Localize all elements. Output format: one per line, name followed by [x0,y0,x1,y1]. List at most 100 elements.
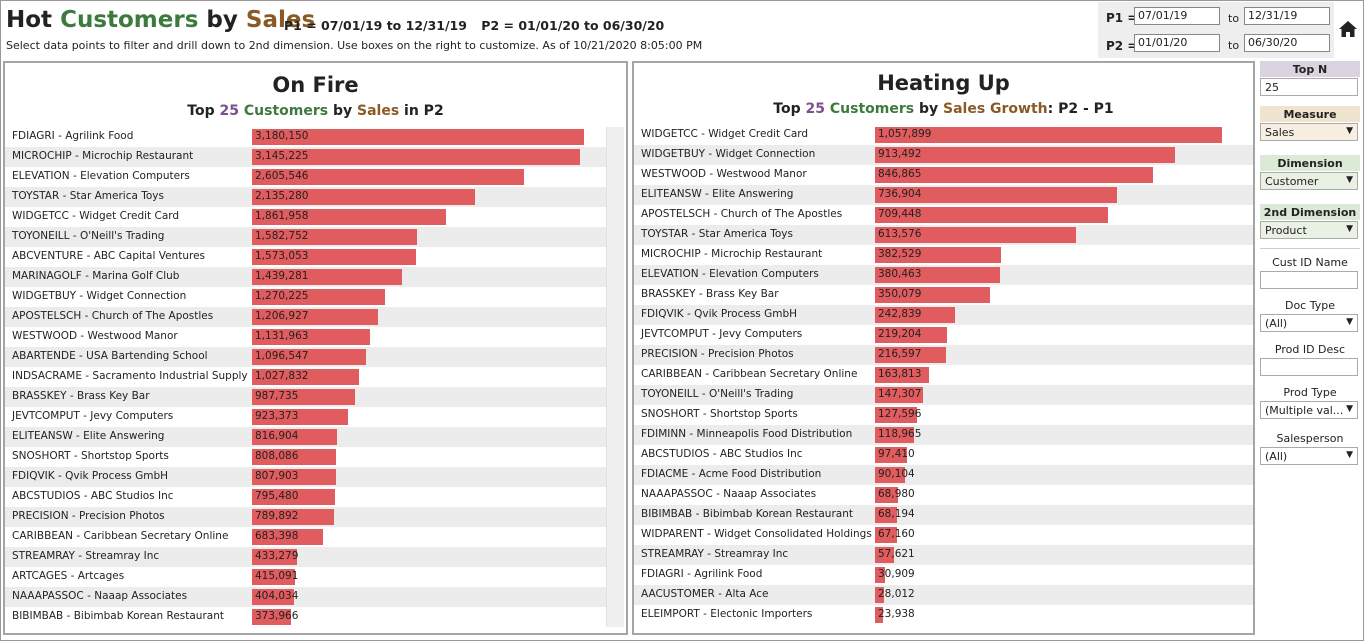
dim2-select[interactable]: Product ▼ [1260,221,1358,239]
bar[interactable] [252,549,298,565]
bar[interactable] [875,407,917,423]
bar-row[interactable]: APOSTELSCH - Church of The Apostles 1,206… [5,307,606,327]
prodid-input[interactable] [1260,358,1358,376]
bar-row[interactable]: BIBIMBAB - Bibimbab Korean Restaurant 68,… [634,505,1253,525]
bar-row[interactable]: AACUSTOMER - Alta Ace 28,012 [634,585,1253,605]
bar[interactable] [875,447,907,463]
bar[interactable] [875,247,1001,263]
bar[interactable] [252,609,292,625]
bar[interactable] [875,387,924,403]
prodtype-select[interactable]: (Multiple val... ▼ [1260,401,1358,419]
bar[interactable] [875,367,929,383]
bar[interactable] [252,509,335,525]
bar-row[interactable]: ELITEANSW - Elite Answering 736,904 [634,185,1253,205]
bar-row[interactable]: ELEVATION - Elevation Computers 2,605,546 [5,167,606,187]
bar-row[interactable]: SNOSHORT - Shortstop Sports 127,596 [634,405,1253,425]
on-fire-scrollbar[interactable] [606,127,624,627]
bar[interactable] [875,127,1223,143]
p1-from-input[interactable]: 07/01/19 [1134,7,1220,25]
bar[interactable] [252,569,296,585]
bar-row[interactable]: STREAMRAY - Streamray Inc 57,621 [634,545,1253,565]
p1-to-input[interactable]: 12/31/19 [1244,7,1330,25]
bar-row[interactable]: STREAMRAY - Streamray Inc 433,279 [5,547,606,567]
bar-row[interactable]: FDIQVIK - Qvik Process GmbH 242,839 [634,305,1253,325]
bar-row[interactable]: WIDGETCC - Widget Credit Card 1,057,899 [634,125,1253,145]
dimension-select[interactable]: Customer ▼ [1260,172,1358,190]
bar-row[interactable]: NAAAPASSOC - Naaap Associates 404,034 [5,587,606,607]
bar-row[interactable]: FDIAGRI - Agrilink Food 30,909 [634,565,1253,585]
bar[interactable] [252,489,336,505]
bar[interactable] [875,327,947,343]
bar[interactable] [875,427,915,443]
bar[interactable] [875,547,894,563]
bar-row[interactable]: WESTWOOD - Westwood Manor 846,865 [634,165,1253,185]
bar[interactable] [875,187,1117,203]
bar[interactable] [252,229,418,245]
bar-row[interactable]: WIDGETBUY - Widget Connection 1,270,225 [5,287,606,307]
bar[interactable] [252,389,356,405]
bar-row[interactable]: APOSTELSCH - Church of The Apostles 709,4… [634,205,1253,225]
bar-row[interactable]: MICROCHIP - Microchip Restaurant 382,529 [634,245,1253,265]
bar-row[interactable]: WIDPARENT - Widget Consolidated Holdings… [634,525,1253,545]
bar[interactable] [252,589,295,605]
bar[interactable] [252,309,379,325]
bar[interactable] [875,527,898,543]
bar[interactable] [252,429,338,445]
bar[interactable] [875,307,955,323]
bar[interactable] [252,529,324,545]
bar[interactable] [252,269,403,285]
bar[interactable] [875,567,886,583]
bar[interactable] [252,449,337,465]
custid-input[interactable] [1260,271,1358,289]
bar-row[interactable]: TOYONEILL - O'Neill's Trading 1,582,752 [5,227,606,247]
bar-row[interactable]: INDSACRAME - Sacramento Industrial Suppl… [5,367,606,387]
bar[interactable] [252,329,371,345]
bar-row[interactable]: MICROCHIP - Microchip Restaurant 3,145,22… [5,147,606,167]
bar-row[interactable]: TOYSTAR - Star America Toys 2,135,280 [5,187,606,207]
bar[interactable] [875,147,1175,163]
bar-row[interactable]: JEVTCOMPUT - Jevy Computers 219,204 [634,325,1253,345]
bar-row[interactable]: ABCVENTURE - ABC Capital Ventures 1,573,0… [5,247,606,267]
bar[interactable] [252,289,385,305]
bar[interactable] [875,507,898,523]
bar[interactable] [875,227,1077,243]
bar[interactable] [875,487,898,503]
bar-row[interactable]: ARTCAGES - Artcages 415,091 [5,567,606,587]
bar[interactable] [875,207,1108,223]
doctype-select[interactable]: (All) ▼ [1260,314,1358,332]
bar[interactable] [252,209,447,225]
bar-row[interactable]: TOYONEILL - O'Neill's Trading 147,307 [634,385,1253,405]
bar-row[interactable]: PRECISION - Precision Photos 789,892 [5,507,606,527]
bar[interactable] [875,587,885,603]
bar[interactable] [875,287,990,303]
bar-row[interactable]: ELITEANSW - Elite Answering 816,904 [5,427,606,447]
bar[interactable] [875,267,1000,283]
bar-row[interactable]: WESTWOOD - Westwood Manor 1,131,963 [5,327,606,347]
bar-row[interactable]: WIDGETCC - Widget Credit Card 1,861,958 [5,207,606,227]
bar-row[interactable]: ABCSTUDIOS - ABC Studios Inc 795,480 [5,487,606,507]
bar-row[interactable]: BIBIMBAB - Bibimbab Korean Restaurant 373… [5,607,606,627]
bar[interactable] [875,467,905,483]
bar[interactable] [252,469,337,485]
bar-row[interactable]: WIDGETBUY - Widget Connection 913,492 [634,145,1253,165]
bar-row[interactable]: FDIQVIK - Qvik Process GmbH 807,903 [5,467,606,487]
bar[interactable] [252,129,585,145]
bar-row[interactable]: JEVTCOMPUT - Jevy Computers 923,373 [5,407,606,427]
bar-row[interactable]: BRASSKEY - Brass Key Bar 350,079 [634,285,1253,305]
p2-from-input[interactable]: 01/01/20 [1134,34,1220,52]
p2-to-input[interactable]: 06/30/20 [1244,34,1330,52]
measure-select[interactable]: Sales ▼ [1260,123,1358,141]
bar[interactable] [252,169,525,185]
bar-row[interactable]: CARIBBEAN - Caribbean Secretary Online 68… [5,527,606,547]
bar[interactable] [252,369,360,385]
bar-row[interactable]: ABCSTUDIOS - ABC Studios Inc 97,410 [634,445,1253,465]
bar-row[interactable]: FDIACME - Acme Food Distribution 90,104 [634,465,1253,485]
bar[interactable] [252,409,349,425]
bar-row[interactable]: BRASSKEY - Brass Key Bar 987,735 [5,387,606,407]
bar-row[interactable]: FDIAGRI - Agrilink Food 3,180,150 [5,127,606,147]
bar-row[interactable]: SNOSHORT - Shortstop Sports 808,086 [5,447,606,467]
home-icon[interactable] [1338,19,1358,39]
bar-row[interactable]: ABARTENDE - USA Bartending School 1,096,5… [5,347,606,367]
topn-input[interactable]: 25 [1260,78,1358,96]
bar[interactable] [252,249,417,265]
